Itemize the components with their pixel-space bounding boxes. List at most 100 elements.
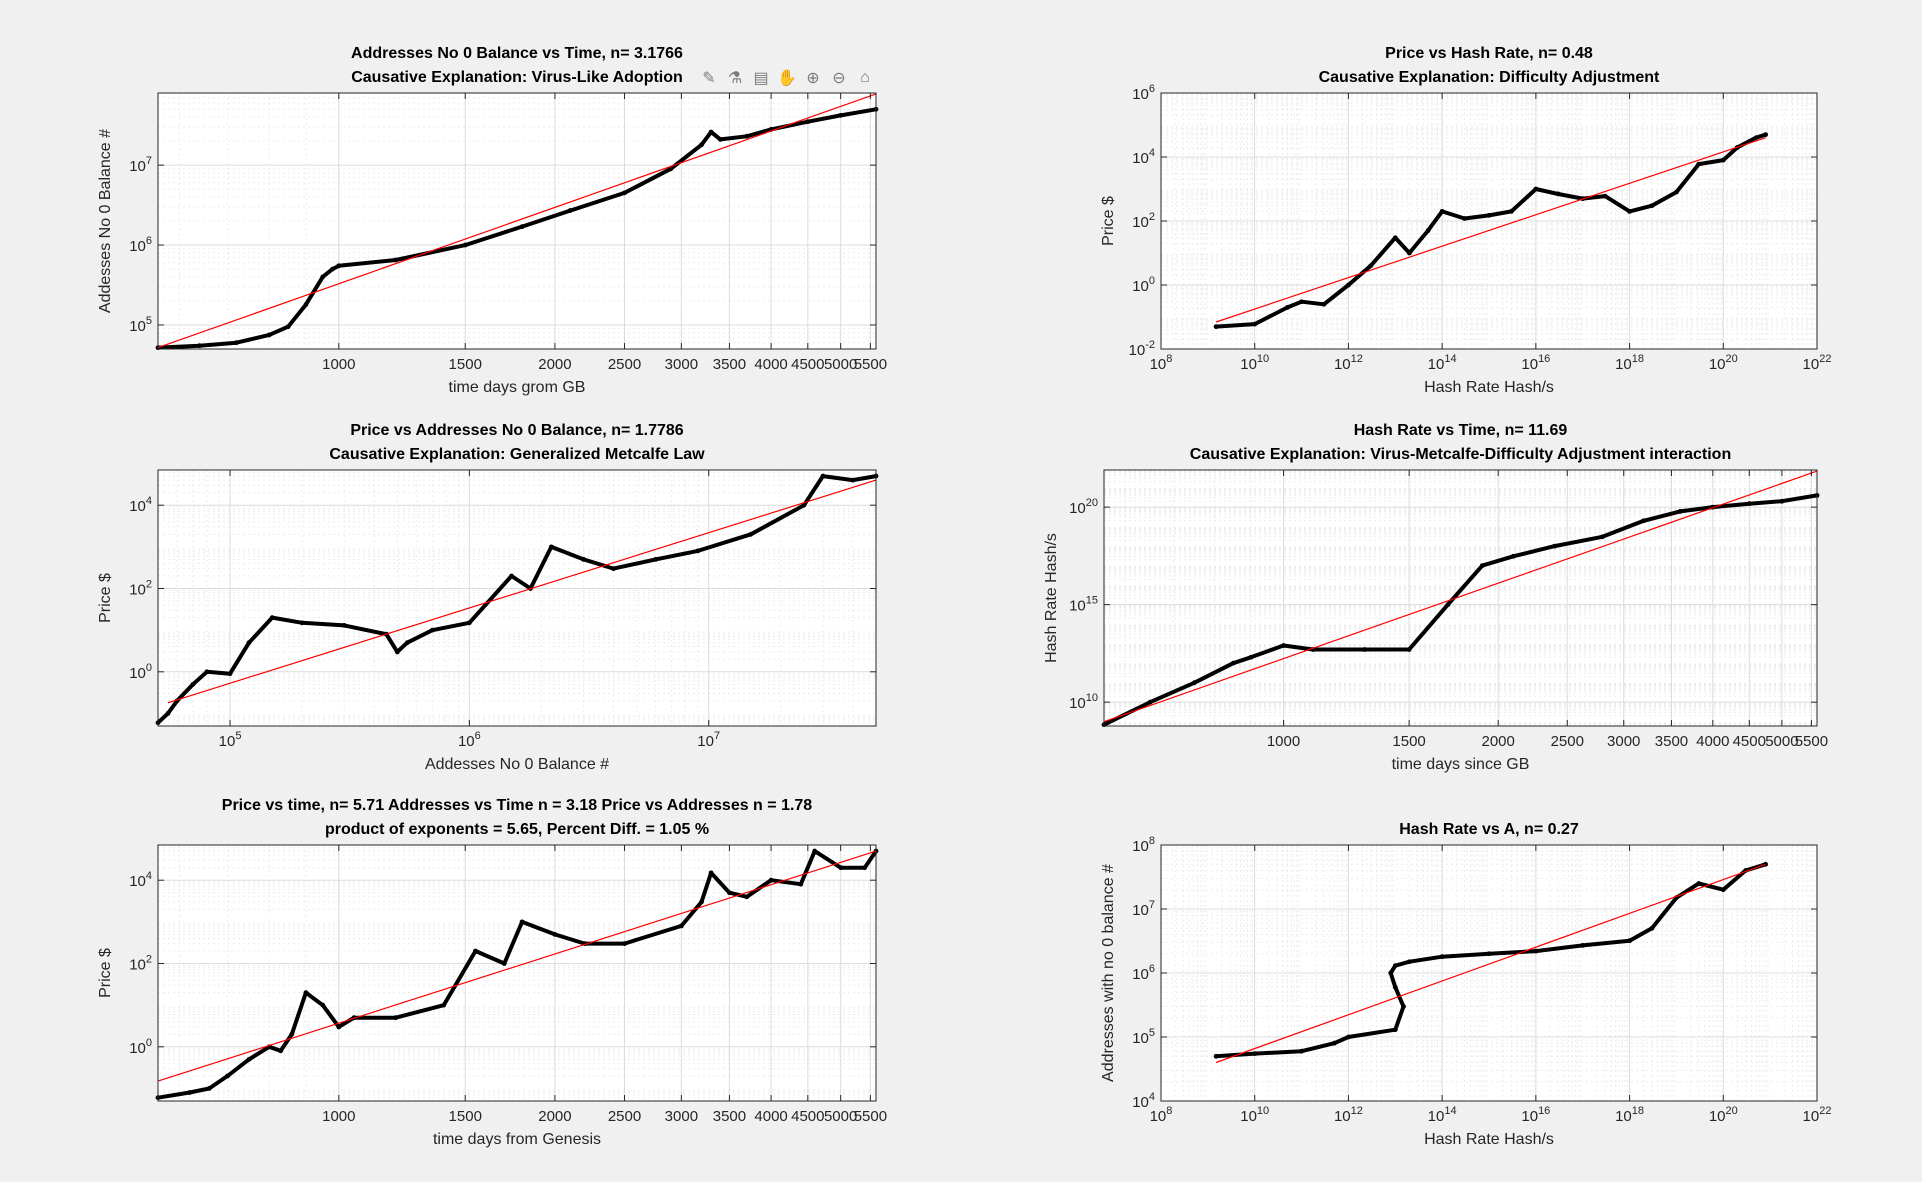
data-point (552, 931, 558, 937)
minor-grid (1161, 845, 1817, 1101)
x-tick-label: 108 (1150, 1105, 1173, 1125)
chart-subtitle: Causative Explanation: Virus-Like Adopti… (351, 69, 683, 86)
data-point (1213, 1053, 1219, 1059)
data-point (393, 257, 399, 263)
x-tick-label: 2500 (1551, 733, 1584, 750)
chart-subtitle: product of exponents = 5.65, Percent Dif… (325, 821, 709, 838)
data-point (768, 877, 774, 883)
data-point (1321, 301, 1327, 307)
data-point (1406, 647, 1412, 652)
data-point (1479, 563, 1485, 569)
data-point (695, 548, 701, 554)
x-tick-label: 1000 (322, 356, 355, 373)
data-point (1696, 161, 1702, 167)
data-point (1508, 208, 1514, 214)
x-axis-label: Addesses No 0 Balance # (425, 756, 609, 773)
data-point (1720, 157, 1726, 163)
data-point (801, 502, 807, 508)
x-tick-label: 1500 (449, 1108, 482, 1125)
data-point (320, 1002, 326, 1008)
x-tick-label: 4500 (791, 1108, 824, 1125)
data-series (1102, 493, 1819, 727)
y-tick-label: 105 (129, 315, 152, 335)
data-point (320, 274, 326, 280)
data-point (1368, 263, 1374, 269)
data-point (1763, 132, 1769, 138)
x-tick-label: 1020 (1709, 1105, 1738, 1125)
brush-icon[interactable]: ✎ (702, 70, 716, 87)
data-point (622, 941, 627, 947)
x-tick-label: 4500 (1733, 733, 1766, 750)
data-point (429, 627, 435, 633)
x-tick-label: 3500 (713, 356, 746, 373)
data-point (1406, 250, 1412, 256)
data-point (303, 302, 309, 307)
data-point (466, 620, 472, 626)
x-tick-label: 5000 (1765, 733, 1798, 750)
x-tick-label: 1022 (1803, 353, 1832, 373)
data-point (727, 890, 732, 896)
x-tick-label: 2000 (538, 1108, 571, 1125)
data-point (341, 623, 347, 628)
fit-line (1215, 863, 1766, 1064)
axes-toolbar[interactable]: ✎ ⚗ ▤ ✋ ⊕ ⊖ ⌂ (698, 67, 876, 89)
data-point (1392, 984, 1398, 990)
x-axis-label: time days from Genesis (433, 1131, 601, 1148)
major-grid (158, 470, 876, 726)
data-point (509, 573, 514, 579)
y-tick-label: 1010 (1069, 692, 1098, 712)
y-tick-label: 100 (129, 1037, 152, 1057)
data-point (336, 263, 342, 269)
plot-area[interactable] (158, 470, 876, 726)
data-point (748, 531, 754, 537)
data-point (798, 881, 804, 887)
data-point (699, 899, 704, 905)
data-point (393, 1015, 399, 1021)
y-tick-label: 106 (129, 235, 152, 255)
data-point (1696, 881, 1702, 886)
data-point (718, 137, 723, 142)
y-tick-label: 104 (1132, 1091, 1155, 1111)
data-point (1763, 861, 1769, 867)
data-point (1299, 1048, 1304, 1054)
data-point (462, 242, 468, 248)
y-tick-label: 10-2 (1129, 339, 1155, 359)
data-point (165, 711, 171, 716)
x-tick-label: 1500 (449, 356, 482, 373)
legend-icon[interactable]: ▤ (753, 70, 769, 87)
home-icon[interactable]: ⌂ (860, 69, 870, 86)
plot-area[interactable] (158, 845, 876, 1101)
x-tick-label: 1000 (322, 1108, 355, 1125)
chart-panel-5: 1000 1500 2000 2500 3000 3500 4000 4500 50005500… (97, 797, 887, 1148)
data-point (1285, 304, 1290, 310)
data-point (548, 544, 554, 550)
axes-box (157, 469, 877, 727)
x-tick-label: 5500 (854, 1108, 887, 1125)
data-point (838, 865, 844, 871)
x-tick-label: 4000 (754, 356, 787, 373)
data-point (1252, 321, 1258, 327)
data-point (1599, 534, 1605, 540)
x-tick-label: 4500 (791, 356, 824, 373)
chart-panel-3: 105 106 107 100 102 104 Price vs Addresses No … (97, 422, 879, 773)
data-point (190, 681, 196, 687)
data-point (708, 870, 714, 876)
data-point (820, 473, 826, 479)
x-tick-label: 1012 (1334, 1105, 1363, 1125)
data-point (303, 990, 309, 996)
data-point (206, 1086, 212, 1091)
pan-icon[interactable]: ✋ (777, 70, 797, 87)
data-point (1252, 1051, 1258, 1057)
data-tip-icon[interactable]: ⚗ (727, 70, 743, 87)
data-point (187, 1090, 193, 1095)
zoom-in-icon[interactable]: ⊕ (806, 70, 820, 87)
data-point (611, 566, 616, 572)
zoom-out-icon[interactable]: ⊖ (832, 70, 846, 87)
data-point (1649, 925, 1655, 931)
axes-box (1103, 469, 1818, 727)
data-point (1425, 228, 1431, 234)
data-point (1462, 216, 1467, 221)
chart-panel-6: 108 1010 1012 1014 1016 1018 1020 1022 104 105 106… (1100, 821, 1831, 1148)
y-axis-label: Hash Rate Hash/s (1043, 533, 1060, 663)
